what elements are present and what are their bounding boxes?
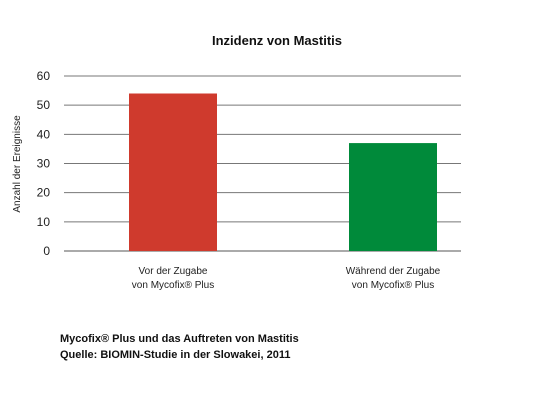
y-tick-label: 10 <box>37 215 51 229</box>
bar-chart: Inzidenz von Mastitis 0 10 20 30 40 50 60 Vor … <box>12 33 461 291</box>
y-tick-label: 20 <box>37 186 51 200</box>
y-axis-ticks: 0 10 20 30 40 50 60 <box>37 69 51 258</box>
y-tick-label: 60 <box>37 69 51 83</box>
bars <box>129 93 437 251</box>
y-tick-label: 50 <box>37 98 51 112</box>
y-tick-label: 40 <box>37 127 51 141</box>
x-tick-label: von Mycofix® Plus <box>132 280 214 291</box>
caption-line-1: Mycofix® Plus und das Auftreten von Mast… <box>60 333 299 345</box>
x-axis-labels: Vor der Zugabe von Mycofix® Plus Während d… <box>132 266 441 291</box>
bar-1 <box>129 93 217 251</box>
x-tick-label: von Mycofix® Plus <box>352 280 434 291</box>
x-tick-label: Vor der Zugabe <box>139 266 208 277</box>
y-axis-label: Anzahl der Ereignisse <box>12 115 23 213</box>
x-tick-label: Während der Zugabe <box>346 266 441 277</box>
bar-2 <box>349 143 437 251</box>
y-tick-label: 30 <box>37 157 51 171</box>
chart-caption: Mycofix® Plus und das Auftreten von Mast… <box>60 331 299 363</box>
y-tick-label: 0 <box>43 244 50 258</box>
caption-line-2: Quelle: BIOMIN-Studie in der Slowakei, 2… <box>60 349 291 361</box>
chart-title: Inzidenz von Mastitis <box>212 33 342 48</box>
